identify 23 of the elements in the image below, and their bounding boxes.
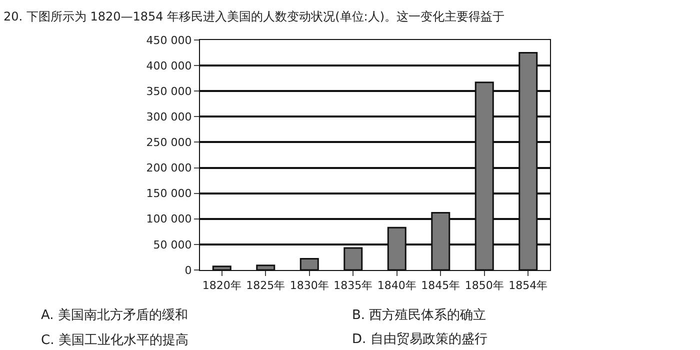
chart-title: 20. 下图所示为 1820—1854 年移民进入美国的人数变动状况(单位:人)。这一变化主要得益于 bbox=[4, 10, 505, 24]
x-tick-label: 1840年 bbox=[377, 279, 416, 292]
y-tick-label: 350 000 bbox=[146, 84, 192, 98]
x-tick-label: 1820年 bbox=[202, 279, 242, 292]
text: A. 美国南北方矛盾的缓和 bbox=[41, 307, 188, 323]
x-tick-label: 1845年 bbox=[421, 279, 460, 292]
x-tick-label: 1835年 bbox=[334, 279, 373, 292]
y-tick-label: 400 000 bbox=[146, 59, 192, 72]
y-tick-label: 50 000 bbox=[153, 238, 192, 252]
y-tick-label: 100 000 bbox=[146, 212, 192, 226]
x-tick-label: 1830年 bbox=[290, 279, 329, 292]
text: C. 美国工业化水平的提高 bbox=[41, 332, 188, 348]
y-tick-label: 250 000 bbox=[146, 136, 192, 150]
x-tick-label: 1850年 bbox=[464, 279, 504, 292]
y-tick-label: 0 bbox=[184, 264, 192, 277]
y-tick-label: 200 000 bbox=[146, 162, 192, 175]
text: B. 西方殖民体系的确立 bbox=[352, 307, 486, 323]
x-tick-label: 1825年 bbox=[246, 279, 286, 292]
y-tick-label: 300 000 bbox=[146, 110, 192, 124]
text: D. 自由贸易政策的盛行 bbox=[352, 332, 488, 347]
x-tick-label: 1854年 bbox=[508, 279, 548, 292]
y-tick-label: 450 000 bbox=[146, 34, 192, 47]
y-tick-label: 150 000 bbox=[146, 187, 192, 200]
